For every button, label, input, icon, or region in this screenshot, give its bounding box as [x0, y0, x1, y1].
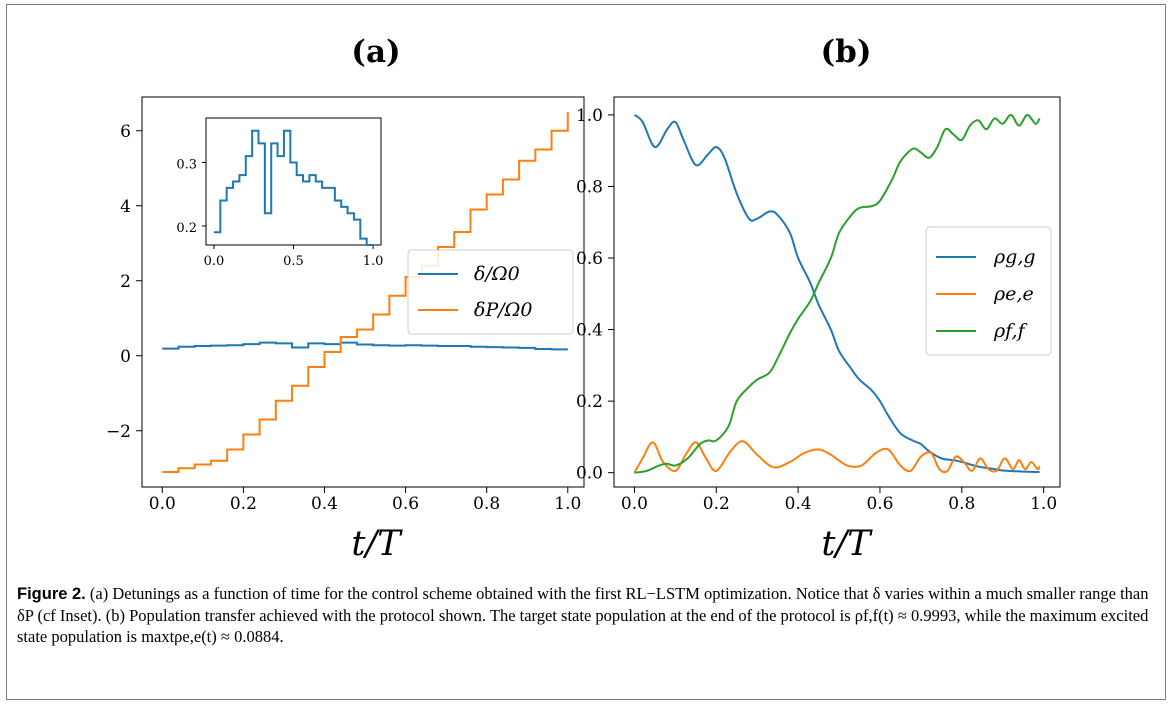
panel-a-ytick-label: 0	[120, 347, 131, 367]
panel-b-legend-label: ρg,g	[993, 246, 1036, 268]
panel-b-ytick-label: 0.0	[576, 464, 603, 484]
panel-b-xtick-label: 0.6	[866, 494, 893, 514]
panel-b-label: (b)	[820, 34, 871, 70]
panel-a-label: (a)	[351, 34, 400, 70]
panel-b-axes-frame	[613, 96, 1061, 488]
panel-a-ytick-label: 2	[120, 272, 131, 292]
panel-a-xtick-label: 0.4	[311, 494, 338, 514]
panel-a-xtick-label: 1.0	[554, 494, 581, 514]
panel-a-ytick-label: −2	[106, 422, 131, 442]
figure-canvas: (a) 0.0 0.2 0.4 0.6 0.8 1.0 −2 0 2 4 6 t/T 0.0 0.5 1…	[106, 34, 1061, 564]
figure-caption: Figure 2. (a) Detunings as a function of…	[17, 583, 1157, 647]
inset-series-line	[213, 129, 374, 246]
panel-b-series-line-0	[633, 114, 1040, 473]
panel-b-legend-label: ρf,f	[993, 320, 1028, 342]
panel-a-series-line-1	[162, 112, 569, 473]
panel-b-plot-area: 0.0 0.2 0.4 0.6 0.8 1.0 0.0 0.2 0.4 0.6 0.8 1.0	[576, 96, 1061, 514]
panel-a-xtick-label: 0.6	[392, 494, 419, 514]
panel-a-ytick-label: 6	[120, 122, 131, 142]
panel-b-xtick-label: 0.2	[703, 494, 730, 514]
panel-b-xtick-label: 0.8	[948, 494, 975, 514]
panel-b-xtick-label: 1.0	[1030, 494, 1057, 514]
panel-b-xtick-label: 0.4	[785, 494, 812, 514]
panel-a-axes-frame	[141, 96, 585, 488]
panel-a-xtick-label: 0.2	[230, 494, 257, 514]
panel-b-ytick-label: 1.0	[576, 106, 603, 126]
panel-a-xtick-label: 0.0	[149, 494, 176, 514]
inset-ytick-label: 0.2	[176, 221, 197, 236]
panel-b-ytick-label: 0.2	[576, 392, 603, 412]
panel-b-ytick-label: 0.8	[576, 177, 603, 197]
panel-a: (a) 0.0 0.2 0.4 0.6 0.8 1.0 −2 0 2 4 6 t/T 0.0 0.5 1…	[106, 34, 585, 564]
panel-a-ytick-label: 4	[120, 197, 131, 217]
panel-b-legend-label: ρe,e	[993, 283, 1034, 305]
panel-a-inset: 0.0 0.5 1.0 0.2 0.3	[176, 117, 384, 269]
panel-a-legend-box	[407, 249, 574, 335]
panel-b-xtick-label: 0.0	[621, 494, 648, 514]
panel-a-series-line-0	[162, 341, 568, 351]
panel-b-xlabel: t/T	[821, 524, 873, 564]
panel-b-ytick-label: 0.4	[576, 321, 603, 341]
figure-frame	[6, 4, 1166, 700]
inset-xtick-label: 0.5	[283, 254, 304, 269]
inset-xtick-label: 1.0	[363, 254, 384, 269]
panel-a-legend-label: δ/Ω0	[474, 263, 520, 285]
inset-ytick-label: 0.3	[176, 157, 197, 172]
caption-label: Figure 2.	[17, 585, 86, 603]
panel-a-legend: δ/Ω0 δP/Ω0	[407, 249, 574, 335]
panel-a-legend-label: δP/Ω0	[474, 299, 532, 321]
panel-b-series-line-1	[633, 440, 1041, 474]
panel-b-ytick-label: 0.6	[576, 249, 603, 269]
panel-b-legend-box	[925, 226, 1052, 356]
panel-b-series-line-2	[634, 113, 1041, 474]
panel-b: (b) 0.0 0.2 0.4 0.6 0.8 1.0 0.0 0.2 0.4 0.6 0.8 1.0…	[576, 34, 1061, 564]
panel-a-xlabel: t/T	[351, 524, 403, 564]
panel-a-xtick-label: 0.8	[473, 494, 500, 514]
panel-b-legend: ρg,g ρe,e ρf,f	[925, 226, 1052, 356]
inset-xtick-label: 0.0	[204, 254, 225, 269]
caption-text: (a) Detunings as a function of time for …	[17, 584, 1149, 646]
panel-a-plot-area: 0.0 0.2 0.4 0.6 0.8 1.0 −2 0 2 4 6	[106, 96, 585, 514]
